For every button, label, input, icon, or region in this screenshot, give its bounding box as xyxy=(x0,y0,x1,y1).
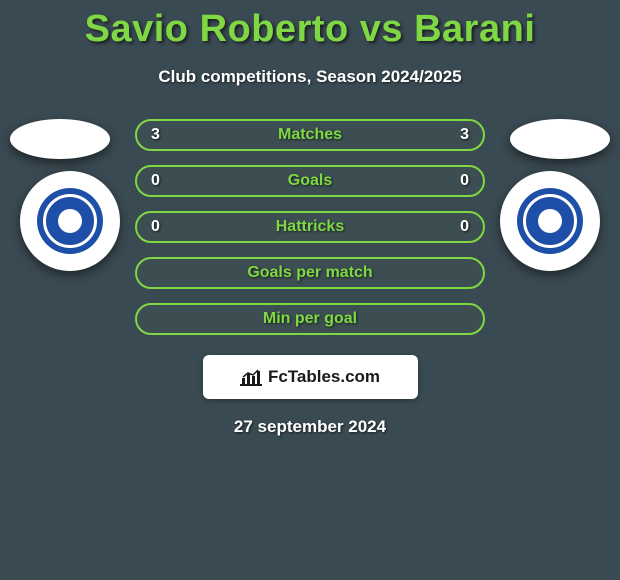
brand-text: FcTables.com xyxy=(268,367,380,387)
stat-label: Goals xyxy=(171,172,449,190)
stat-label: Matches xyxy=(171,126,449,144)
stat-label: Goals per match xyxy=(171,264,449,282)
player-avatar-left xyxy=(10,119,110,159)
comparison-area: 3 Matches 3 0 Goals 0 0 Hattricks 0 Goal… xyxy=(0,119,620,437)
page-title: Savio Roberto vs Barani xyxy=(0,0,620,51)
club-emblem-icon xyxy=(517,188,583,254)
subtitle: Club competitions, Season 2024/2025 xyxy=(0,67,620,87)
stat-row: Min per goal xyxy=(135,303,485,335)
club-badge-right xyxy=(500,171,600,271)
brand-box: FcTables.com xyxy=(203,355,418,399)
stat-row: 0 Goals 0 xyxy=(135,165,485,197)
stat-row: Goals per match xyxy=(135,257,485,289)
player-avatar-right xyxy=(510,119,610,159)
stat-label: Min per goal xyxy=(171,310,449,328)
stats-rows: 3 Matches 3 0 Goals 0 0 Hattricks 0 Goal… xyxy=(135,119,485,335)
stat-value-right: 0 xyxy=(449,172,469,190)
stat-value-left: 0 xyxy=(151,172,171,190)
stat-row: 0 Hattricks 0 xyxy=(135,211,485,243)
club-emblem-icon xyxy=(37,188,103,254)
stat-value-left: 0 xyxy=(151,218,171,236)
stat-label: Hattricks xyxy=(171,218,449,236)
date-line: 27 september 2024 xyxy=(0,417,620,437)
chart-icon xyxy=(240,368,262,386)
club-badge-left xyxy=(20,171,120,271)
stat-row: 3 Matches 3 xyxy=(135,119,485,151)
stat-value-left: 3 xyxy=(151,126,171,144)
stat-value-right: 0 xyxy=(449,218,469,236)
stat-value-right: 3 xyxy=(449,126,469,144)
